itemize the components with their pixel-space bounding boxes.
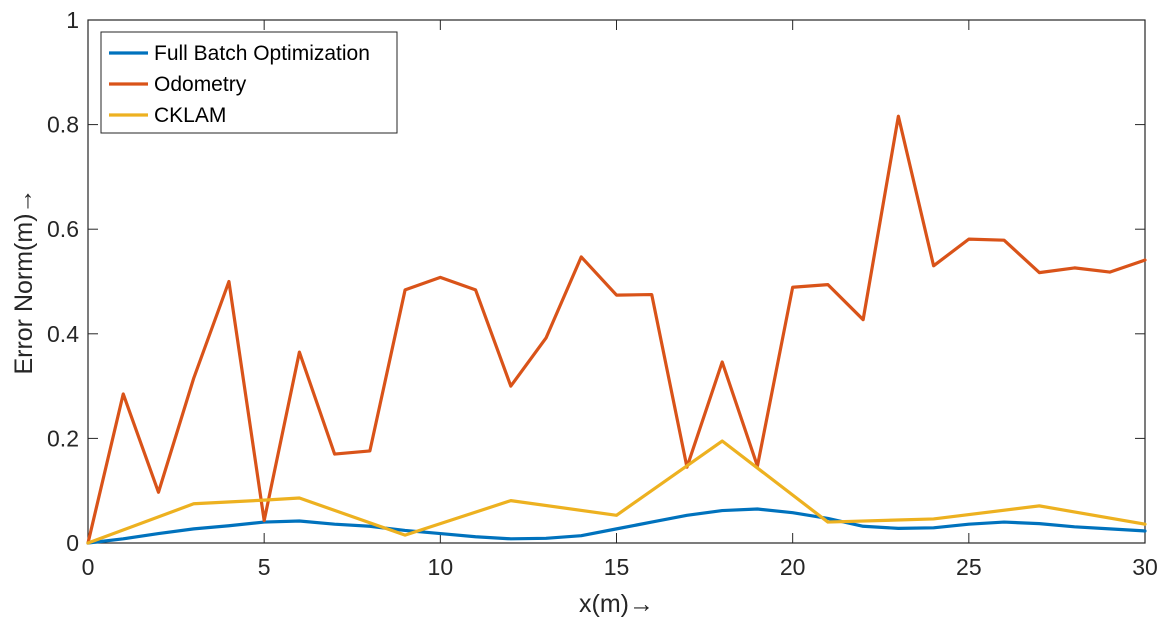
y-tick-label: 0.4 — [47, 321, 79, 347]
x-tick-label: 25 — [956, 554, 982, 580]
series-line-odometry — [86, 114, 1147, 545]
y-tick-label: 0.6 — [47, 216, 79, 242]
series-group — [86, 114, 1147, 545]
legend-label: Odometry — [154, 73, 247, 96]
legend-label: CKLAM — [154, 104, 226, 127]
legend: Full Batch Optimization Odometry CKLAM — [100, 31, 398, 134]
y-tick-label: 1 — [66, 7, 79, 33]
legend-box — [100, 31, 398, 134]
x-axis-label: x(m)→ — [579, 590, 654, 618]
x-tick-label: 0 — [82, 554, 95, 580]
y-tick-label: 0.2 — [47, 425, 79, 451]
x-tick-label: 30 — [1132, 554, 1158, 580]
y-tick-label: 0 — [66, 530, 79, 556]
x-tick-label: 15 — [604, 554, 630, 580]
axes-group — [87, 19, 1146, 544]
legend-label: Full Batch Optimization — [154, 42, 370, 65]
x-tick-label: 5 — [258, 554, 271, 580]
x-tick-label: 10 — [428, 554, 454, 580]
series-line-cklam — [86, 439, 1147, 545]
tick-labels-group: 0 5 10 15 20 25 30 0 0.2 0.4 0.6 0.8 1 — [47, 7, 1158, 580]
x-tick-label: 20 — [780, 554, 806, 580]
y-tick-label: 0.8 — [47, 112, 79, 138]
y-axis-label: Error Norm(m)→ — [10, 188, 38, 374]
